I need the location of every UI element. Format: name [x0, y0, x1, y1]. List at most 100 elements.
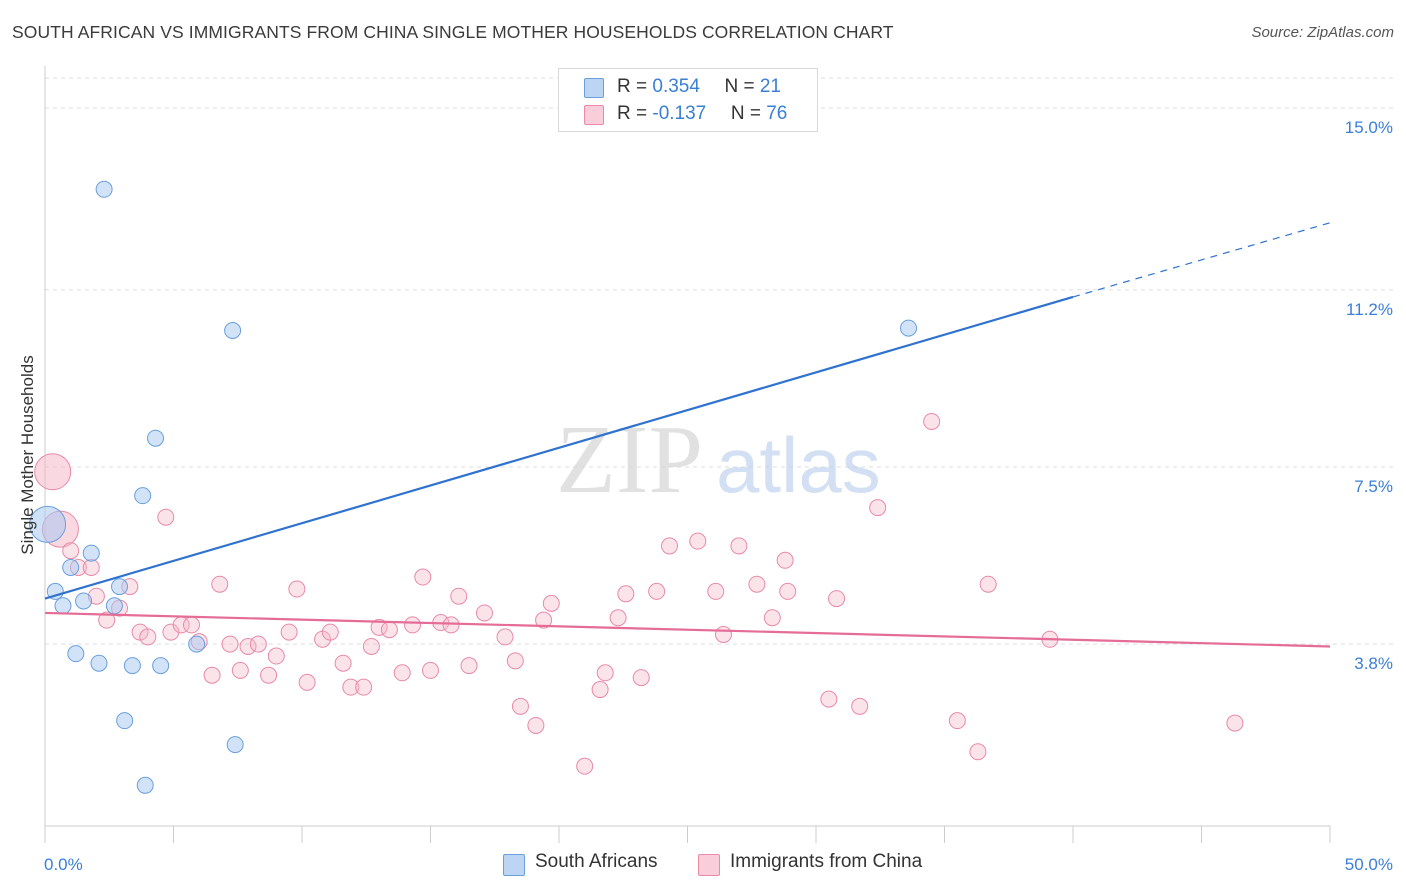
- data-point-immigrants-from-china: [820, 690, 838, 708]
- trend-line-south-africans: [44, 295, 1074, 600]
- y-tick-label: 3.8%: [1354, 654, 1393, 673]
- stats-legend: R = 0.354 N = 21 R = -0.137 N = 76: [558, 68, 818, 132]
- data-point-immigrants-from-china: [203, 666, 221, 684]
- series-south-africans: [29, 180, 918, 794]
- data-point-immigrants-from-china: [157, 508, 175, 526]
- data-point-immigrants-from-china: [239, 637, 257, 655]
- data-point-immigrants-from-china: [321, 623, 339, 641]
- data-point-immigrants-from-china: [979, 575, 997, 593]
- data-point-immigrants-from-china: [342, 678, 360, 696]
- data-point-immigrants-from-china: [591, 681, 609, 699]
- data-point-immigrants-from-china: [139, 628, 157, 646]
- data-point-immigrants-from-china: [828, 590, 846, 608]
- x-tick-label: 50.0%: [1345, 855, 1393, 874]
- data-point-south-africans: [111, 578, 129, 596]
- data-point-south-africans: [226, 736, 244, 754]
- data-point-south-africans: [62, 558, 80, 576]
- stats-r-value: 0.354: [652, 76, 700, 97]
- trend-line-south-africans-extension: [1072, 222, 1331, 298]
- data-point-immigrants-from-china: [527, 716, 545, 734]
- data-point-immigrants-from-china: [221, 635, 239, 653]
- y-tick-label: 11.2%: [1346, 300, 1393, 319]
- stats-n-value: 21: [759, 76, 781, 97]
- data-point-immigrants-from-china: [648, 582, 666, 600]
- data-point-immigrants-from-china: [779, 582, 797, 600]
- data-point-south-africans: [147, 429, 165, 447]
- trend-lines: [44, 222, 1331, 648]
- data-point-immigrants-from-china: [617, 585, 635, 603]
- stats-r-label: R =: [617, 103, 653, 124]
- tick-labels: 3.8% 7.5% 11.2% 15.0% 0.0% 50.0%: [44, 118, 1393, 874]
- stats-r-value: -0.137: [652, 103, 707, 124]
- data-point-immigrants-from-china: [632, 669, 650, 687]
- data-point-immigrants-from-china: [362, 637, 380, 655]
- data-point-immigrants-from-china: [475, 604, 493, 622]
- x-tick-label: 0.0%: [44, 855, 83, 874]
- data-point-immigrants-from-china: [714, 626, 732, 643]
- data-point-immigrants-from-china: [609, 609, 627, 627]
- data-point-immigrants-from-china: [355, 678, 373, 696]
- data-point-immigrants-from-china: [260, 666, 278, 684]
- data-point-immigrants-from-china: [763, 609, 781, 627]
- data-point-immigrants-from-china: [98, 611, 116, 629]
- stats-n-label: N =: [730, 103, 767, 124]
- data-point-immigrants-from-china: [34, 453, 72, 491]
- data-point-south-africans: [136, 776, 154, 794]
- y-axis-label: Single Mother Households: [18, 355, 37, 555]
- data-point-immigrants-from-china: [542, 594, 560, 612]
- data-point-south-africans: [54, 597, 72, 615]
- data-point-immigrants-from-china: [460, 657, 478, 675]
- y-tick-label: 15.0%: [1345, 118, 1393, 137]
- data-point-immigrants-from-china: [182, 616, 200, 634]
- data-point-immigrants-from-china: [267, 647, 285, 665]
- data-point-south-africans: [134, 487, 152, 505]
- data-point-south-africans: [67, 645, 85, 663]
- data-point-south-africans: [188, 635, 206, 653]
- watermark-zip: ZIP: [556, 406, 703, 514]
- data-point-south-africans: [152, 657, 170, 675]
- data-point-immigrants-from-china: [1226, 714, 1244, 732]
- data-point-south-africans: [900, 319, 918, 337]
- data-point-immigrants-from-china: [535, 611, 553, 629]
- data-point-south-africans: [29, 505, 67, 543]
- data-point-immigrants-from-china: [393, 664, 411, 682]
- chart-title: SOUTH AFRICAN VS IMMIGRANTS FROM CHINA S…: [12, 22, 894, 42]
- grid-lines: [45, 77, 1395, 645]
- watermark: ZIP atlas: [556, 406, 881, 514]
- data-point-immigrants-from-china: [730, 537, 748, 555]
- data-point-immigrants-from-china: [422, 661, 439, 679]
- watermark-atlas: atlas: [716, 421, 881, 509]
- data-point-immigrants-from-china: [748, 575, 766, 593]
- legend-label: Immigrants from China: [730, 851, 923, 872]
- axes: [44, 66, 1331, 843]
- data-point-immigrants-from-china: [506, 652, 524, 670]
- data-point-south-africans: [75, 592, 93, 610]
- data-point-south-africans: [105, 597, 123, 615]
- data-point-immigrants-from-china: [414, 568, 432, 586]
- stats-n-label: N =: [724, 76, 760, 97]
- data-point-immigrants-from-china: [370, 618, 388, 636]
- data-point-immigrants-from-china: [776, 551, 794, 569]
- data-point-immigrants-from-china: [280, 623, 298, 641]
- data-point-immigrants-from-china: [707, 582, 725, 600]
- data-point-immigrants-from-china: [82, 558, 100, 576]
- data-point-immigrants-from-china: [948, 712, 966, 730]
- data-point-south-africans: [116, 712, 134, 730]
- stats-swatch-blue: [584, 78, 604, 98]
- data-point-south-africans: [95, 180, 113, 198]
- y-tick-label: 7.5%: [1354, 477, 1393, 496]
- data-point-immigrants-from-china: [334, 654, 352, 672]
- data-point-immigrants-from-china: [211, 575, 229, 593]
- data-point-south-africans: [123, 657, 141, 675]
- data-point-immigrants-from-china: [450, 587, 468, 605]
- data-point-immigrants-from-china: [249, 635, 267, 653]
- data-point-immigrants-from-china: [404, 616, 422, 634]
- data-point-immigrants-from-china: [869, 499, 887, 517]
- stats-n-value: 76: [766, 103, 788, 124]
- legend-label: South Africans: [535, 851, 658, 872]
- trend-line-immigrants-from-china: [44, 611, 1331, 648]
- data-point-immigrants-from-china: [511, 697, 529, 715]
- data-point-immigrants-from-china: [231, 661, 249, 679]
- data-point-immigrants-from-china: [661, 537, 679, 555]
- data-point-immigrants-from-china: [689, 532, 707, 550]
